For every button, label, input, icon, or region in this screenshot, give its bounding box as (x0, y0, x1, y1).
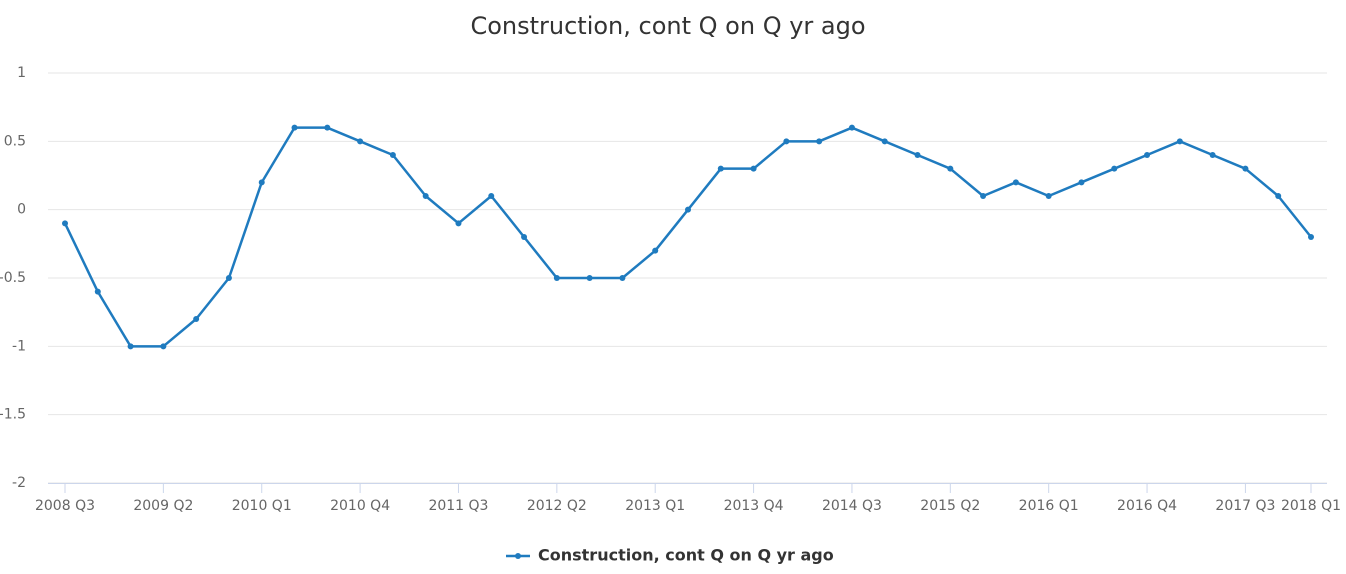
x-tick-label: 2012 Q2 (527, 498, 587, 514)
legend-marker (515, 553, 521, 559)
x-tick-label: 2016 Q4 (1117, 498, 1177, 514)
x-tick-label: 2010 Q4 (330, 498, 390, 514)
point (291, 124, 298, 131)
point (619, 275, 626, 281)
point (1012, 179, 1019, 186)
point (980, 193, 987, 199)
chart-title: Construction, cont Q on Q yr ago (470, 12, 865, 40)
point (62, 220, 68, 227)
x-tick-label: 2018 Q1 (1281, 498, 1341, 514)
point (586, 275, 593, 281)
point (881, 138, 888, 145)
point (127, 343, 134, 350)
point (1176, 138, 1183, 145)
point (1078, 179, 1085, 186)
point (750, 165, 757, 172)
point (947, 165, 954, 172)
y-tick-label: -1.5 (0, 407, 26, 423)
point (225, 275, 232, 281)
point (717, 165, 724, 172)
point (816, 138, 823, 145)
point (488, 193, 495, 199)
x-tick-label: 2008 Q3 (35, 498, 95, 514)
point (324, 124, 331, 131)
point (357, 138, 364, 145)
x-tick-label: 2015 Q2 (920, 498, 980, 514)
y-tick-label: 1 (17, 65, 26, 81)
x-tick-label: 2014 Q3 (822, 498, 882, 514)
x-tick-label: 2016 Q1 (1019, 498, 1079, 514)
y-tick-label: -0.5 (0, 270, 26, 286)
point (553, 275, 560, 281)
point (1209, 152, 1216, 158)
point (521, 234, 528, 240)
point (94, 288, 101, 295)
point (914, 152, 921, 158)
y-tick-label: 0 (17, 202, 26, 218)
x-tick-label: 2011 Q3 (428, 498, 488, 514)
legend-label: Construction, cont Q on Q yr ago (538, 546, 834, 565)
x-tick-label: 2010 Q1 (232, 498, 292, 514)
point (1045, 193, 1052, 199)
x-tick-label: 2013 Q1 (625, 498, 685, 514)
line (63, 126, 1312, 348)
point (1308, 234, 1314, 240)
y-tick-label: -1 (12, 338, 26, 354)
point (1242, 165, 1249, 172)
y-tick-label: 0.5 (4, 133, 26, 149)
point (1111, 165, 1118, 172)
point (389, 152, 396, 158)
x-tick-label: 2013 Q4 (724, 498, 784, 514)
point (848, 124, 855, 131)
x-tick-label: 2009 Q2 (133, 498, 193, 514)
point (422, 193, 429, 199)
y-tick-label: -2 (12, 475, 26, 491)
point (652, 247, 659, 254)
point (455, 220, 462, 227)
point (1144, 152, 1151, 158)
point (160, 343, 167, 350)
point (193, 316, 200, 322)
point (685, 206, 691, 213)
point (783, 138, 790, 145)
point (1275, 193, 1282, 199)
point (258, 179, 265, 186)
x-tick-label: 2017 Q3 (1215, 498, 1275, 514)
